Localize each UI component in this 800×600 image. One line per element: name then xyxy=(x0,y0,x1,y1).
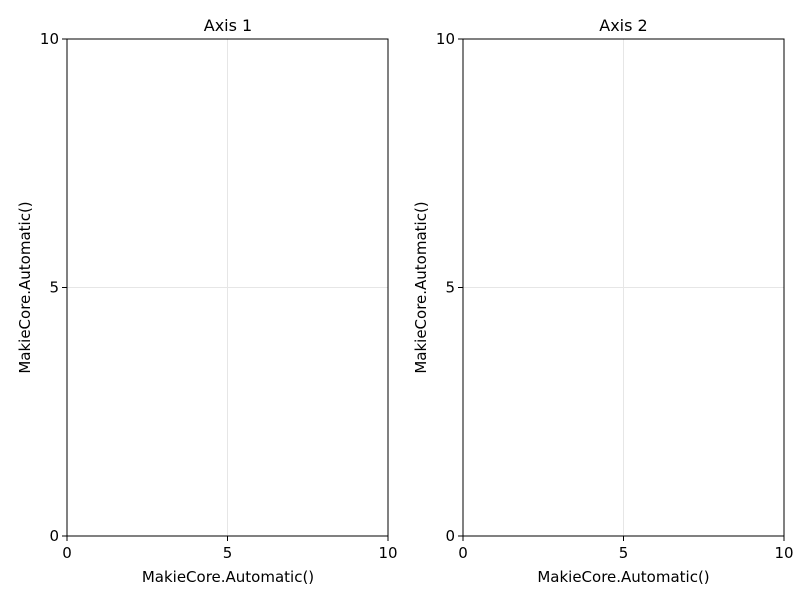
y-tick-label: 0 xyxy=(49,527,59,545)
y-tick-label: 0 xyxy=(445,527,455,545)
axis-2-x-ticks: 0 5 10 xyxy=(458,536,794,562)
x-tick-label: 5 xyxy=(619,544,629,562)
axis-1-title: Axis 1 xyxy=(204,16,252,35)
y-tick-label: 10 xyxy=(436,30,455,48)
axis-1-y-ticks: 0 5 10 xyxy=(40,30,67,545)
axis-1-y-label: MakieCore.Automatic() xyxy=(16,201,34,373)
axis-2-y-label: MakieCore.Automatic() xyxy=(412,201,430,373)
axis-2-grid xyxy=(463,39,784,536)
axis-1-x-ticks: 0 5 10 xyxy=(62,536,398,562)
x-tick-label: 5 xyxy=(223,544,233,562)
y-tick-label: 5 xyxy=(445,279,455,297)
x-tick-label: 10 xyxy=(774,544,793,562)
y-tick-label: 10 xyxy=(40,30,59,48)
axis-2-title: Axis 2 xyxy=(599,16,647,35)
axis-1-x-label: MakieCore.Automatic() xyxy=(142,568,314,586)
axis-2-x-label: MakieCore.Automatic() xyxy=(537,568,709,586)
x-tick-label: 10 xyxy=(378,544,397,562)
axis-1: Axis 1 0 5 10 0 5 10 MakieCore.Automatic() M… xyxy=(16,16,398,586)
x-tick-label: 0 xyxy=(458,544,468,562)
axis-2-y-ticks: 0 5 10 xyxy=(436,30,463,545)
y-tick-label: 5 xyxy=(49,279,59,297)
axis-2: Axis 2 0 5 10 0 5 10 MakieCore.Automatic() M… xyxy=(412,16,794,586)
axis-1-grid xyxy=(67,39,388,536)
x-tick-label: 0 xyxy=(62,544,72,562)
